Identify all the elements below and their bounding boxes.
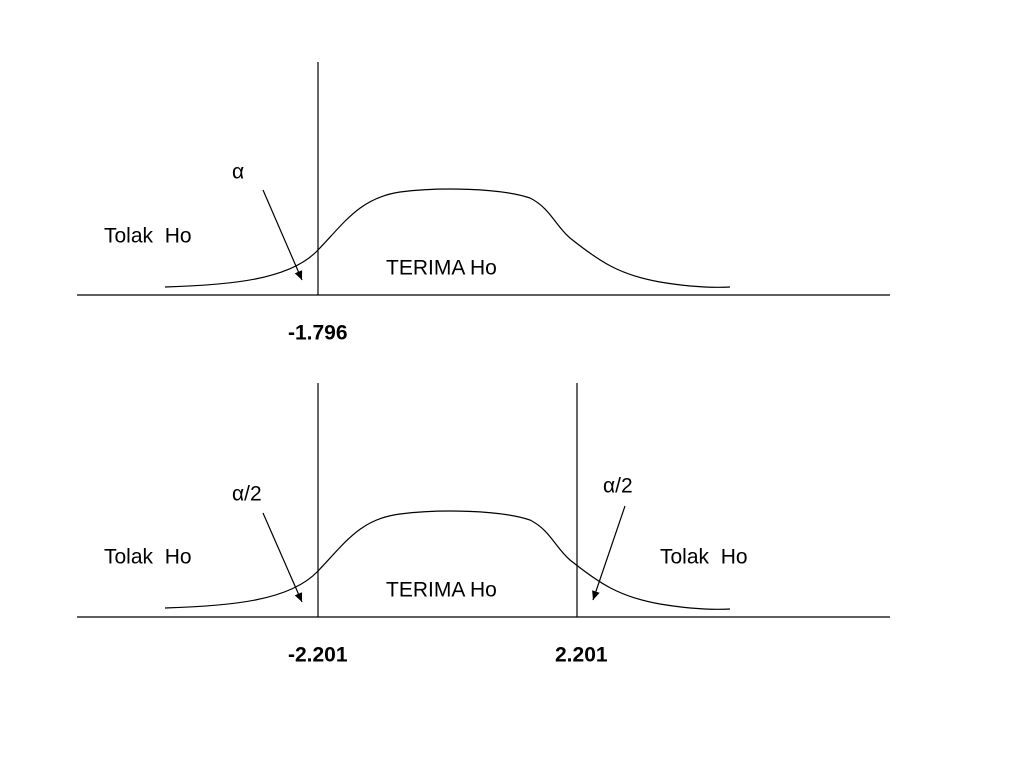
alpha-right-label: α/2 (603, 475, 633, 498)
two-tailed-diagram: α/2 α/2 Tolak Ho Tolak Ho TERIMA Ho -2.2… (77, 383, 890, 667)
critical-value-left: -2.201 (288, 644, 348, 667)
accept-label: TERIMA Ho (386, 257, 497, 280)
alpha-arrow (262, 189, 303, 281)
critical-value: -1.796 (288, 322, 348, 345)
one-tailed-diagram: α Tolak Ho TERIMA Ho -1.796 (77, 62, 890, 345)
reject-left-label: Tolak Ho (104, 546, 192, 569)
alpha-left-label: α/2 (232, 483, 262, 506)
alpha-arrow-left (262, 512, 303, 603)
critical-value-right: 2.201 (555, 644, 608, 667)
reject-right-label: Tolak Ho (660, 546, 748, 569)
reject-label: Tolak Ho (104, 225, 192, 248)
distribution-curve (164, 188, 731, 288)
accept-label: TERIMA Ho (386, 579, 497, 602)
alpha-label: α (232, 161, 244, 184)
distribution-curve (164, 510, 731, 610)
alpha-arrow-right (592, 505, 626, 601)
